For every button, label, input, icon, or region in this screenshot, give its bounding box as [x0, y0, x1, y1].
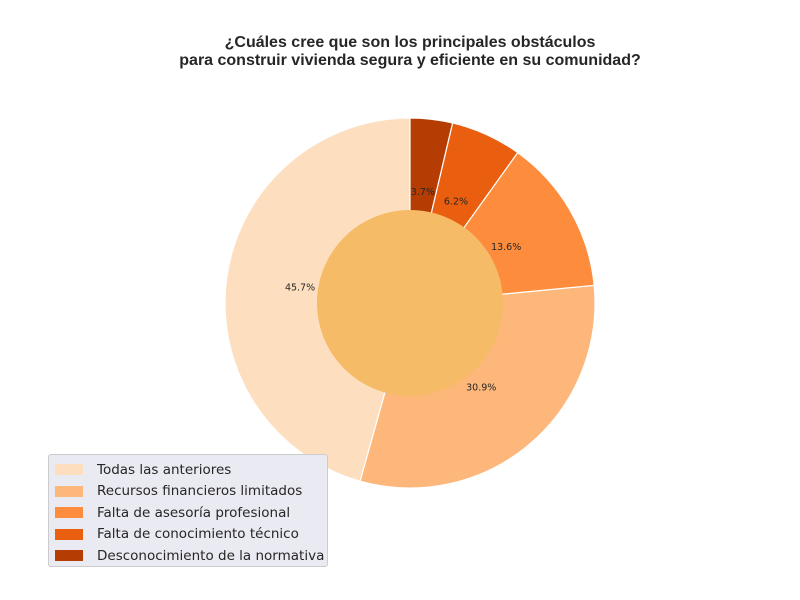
- slice-percent-label: 30.9%: [466, 383, 496, 394]
- donut-center: [317, 210, 503, 396]
- legend-label: Falta de asesoría profesional: [97, 504, 291, 521]
- legend-item: Falta de conocimiento técnico: [55, 524, 327, 546]
- legend-item: Recursos financieros limitados: [55, 481, 327, 503]
- legend-swatch: [55, 550, 83, 562]
- legend-swatch: [55, 507, 83, 519]
- legend-label: Todas las anteriores: [97, 461, 232, 478]
- pie-slices: [224, 117, 596, 489]
- slice-percent-label: 3.7%: [411, 187, 435, 198]
- slice-percent-label: 13.6%: [491, 242, 521, 253]
- legend-label: Desconocimiento de la normativa: [97, 547, 325, 564]
- legend: Todas las anteriores Recursos financiero…: [48, 454, 328, 567]
- legend-swatch: [55, 464, 83, 476]
- legend-swatch: [55, 485, 83, 497]
- slice-percent-label: 45.7%: [285, 282, 315, 293]
- legend-item: Desconocimiento de la normativa: [55, 545, 327, 567]
- chart-title-line-1: ¿Cuáles cree que son los principales obs…: [225, 34, 596, 51]
- percent-labels: 45.7% 30.9% 13.6% 6.2% 3.7%: [285, 187, 521, 393]
- legend-swatch: [55, 528, 83, 540]
- legend-item: Todas las anteriores: [55, 459, 327, 481]
- legend-label: Falta de conocimiento técnico: [97, 526, 299, 543]
- slice-percent-label: 6.2%: [444, 196, 468, 207]
- chart-title-line-2: para construir vivienda segura y eficien…: [179, 52, 640, 69]
- legend-item: Falta de asesoría profesional: [55, 502, 327, 524]
- legend-label: Recursos financieros limitados: [97, 483, 303, 500]
